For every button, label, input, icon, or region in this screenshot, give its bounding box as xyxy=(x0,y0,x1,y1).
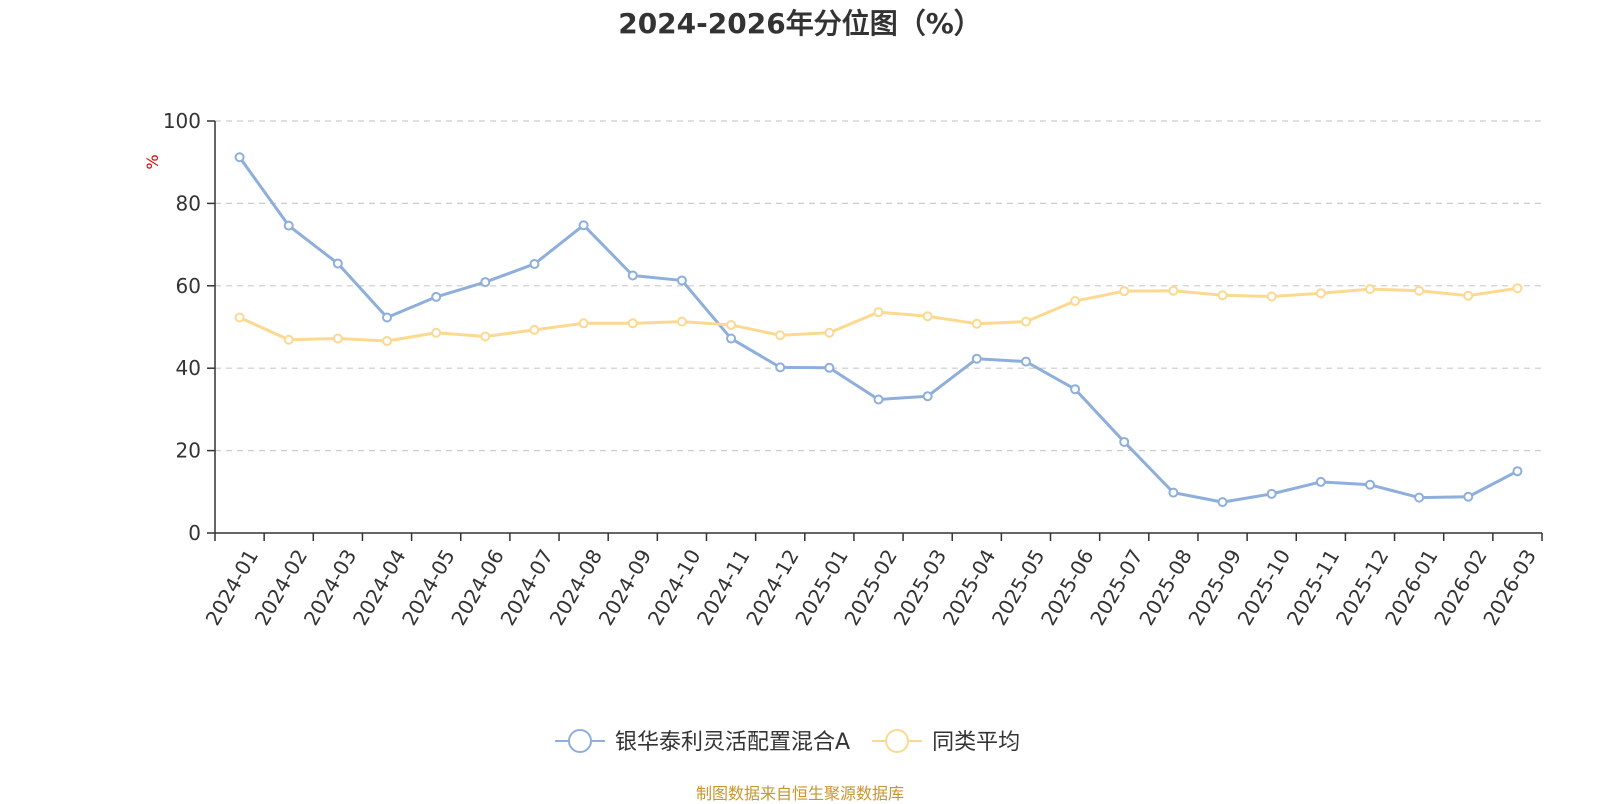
data-point xyxy=(676,275,687,286)
data-point xyxy=(627,270,638,281)
data-point xyxy=(922,391,933,402)
data-point xyxy=(726,333,737,344)
data-point xyxy=(1463,491,1474,502)
data-point xyxy=(971,318,982,329)
y-tick-label: 60 xyxy=(176,274,201,298)
data-point xyxy=(431,327,442,338)
y-tick-label: 100 xyxy=(163,109,201,133)
data-point xyxy=(1119,436,1130,447)
data-point xyxy=(726,319,737,330)
data-point xyxy=(234,152,245,163)
data-point xyxy=(627,318,638,329)
data-point xyxy=(824,327,835,338)
data-point xyxy=(971,353,982,364)
legend[interactable]: 银华泰利灵活配置混合A 同类平均 xyxy=(555,729,1020,755)
data-point xyxy=(775,362,786,373)
legend-marker xyxy=(885,729,910,753)
data-point xyxy=(1020,316,1031,327)
y-tick-label: 20 xyxy=(176,439,201,463)
axes: 0204060801002024-012024-022024-032024-04… xyxy=(163,109,1543,629)
data-point xyxy=(431,291,442,302)
chart-title: 2024-2026年分位图（%） xyxy=(618,7,982,40)
data-point xyxy=(1217,497,1228,508)
data-point xyxy=(824,362,835,373)
data-point xyxy=(480,331,491,342)
y-tick-label: 0 xyxy=(188,521,201,545)
data-point xyxy=(1266,291,1277,302)
legend-item-2[interactable]: 同类平均 xyxy=(872,729,1020,755)
data-point xyxy=(283,334,294,345)
data-point xyxy=(332,333,343,344)
data-point xyxy=(1020,356,1031,367)
data-point xyxy=(1168,285,1179,296)
data-point xyxy=(1315,288,1326,299)
data-point xyxy=(1414,492,1425,503)
data-point xyxy=(676,316,687,327)
data-point xyxy=(922,311,933,322)
data-point xyxy=(578,318,589,329)
y-tick-label: 80 xyxy=(176,191,201,215)
data-point xyxy=(1414,285,1425,296)
data-point xyxy=(529,258,540,269)
legend-marker xyxy=(568,729,592,753)
data-point xyxy=(1315,476,1326,487)
legend-label: 银华泰利灵活配置混合A xyxy=(615,730,850,755)
data-point xyxy=(332,258,343,269)
data-point xyxy=(578,220,589,231)
data-point xyxy=(283,220,294,231)
data-point xyxy=(775,330,786,341)
data-point xyxy=(1070,296,1081,307)
data-point xyxy=(873,394,884,405)
data-point xyxy=(1364,479,1375,490)
data-point xyxy=(234,312,245,323)
data-point xyxy=(382,336,393,347)
data-point xyxy=(1364,284,1375,295)
data-point xyxy=(1266,488,1277,499)
y-tick-label: 40 xyxy=(176,356,201,380)
data-point xyxy=(529,324,540,335)
legend-item-1[interactable]: 银华泰利灵活配置混合A xyxy=(555,729,850,755)
data-point xyxy=(1119,286,1130,297)
source-note: 制图数据来自恒生聚源数据库 xyxy=(695,784,904,803)
data-point xyxy=(873,307,884,318)
data-point xyxy=(1070,384,1081,395)
series-lines xyxy=(234,152,1523,508)
legend-label: 同类平均 xyxy=(932,730,1020,755)
data-point xyxy=(480,277,491,288)
data-point xyxy=(382,312,393,323)
data-point xyxy=(1512,283,1523,294)
gridlines xyxy=(215,120,1542,452)
data-point xyxy=(1463,290,1474,301)
data-point xyxy=(1168,487,1179,498)
data-point xyxy=(1512,466,1523,477)
data-point xyxy=(1217,290,1228,301)
y-axis-unit-label: % xyxy=(143,154,162,169)
